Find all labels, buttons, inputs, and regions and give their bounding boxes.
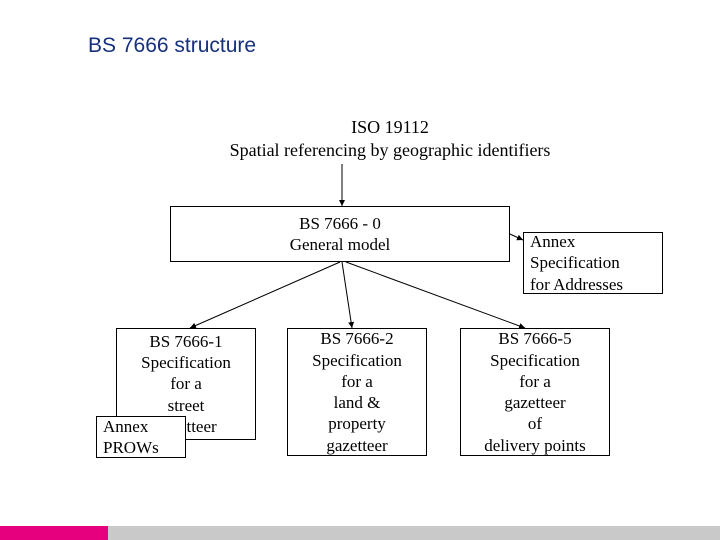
node-bs7666-5: BS 7666-5 Specification for a gazetteer … [460,328,610,456]
p1-line3: for a [170,373,202,394]
footer-bar [108,526,720,540]
node-annex-prows: Annex PROWs [96,416,186,458]
node-annex-addr-line2: Specification [530,252,620,273]
arrow-general-to-p5 [346,262,525,328]
node-annex-addresses: Annex Specification for Addresses [523,232,663,294]
p5-line3: for a [519,371,551,392]
node-annex-addr-line3: for Addresses [530,274,623,295]
slide-title: BS 7666 structure [88,34,256,58]
p1-annex-line2: PROWs [103,437,159,458]
node-general-model: BS 7666 - 0 General model [170,206,510,262]
p5-line2: Specification [490,350,580,371]
p2-line3: for a [341,371,373,392]
p1-annex-line1: Annex [103,416,148,437]
p5-line6: delivery points [484,435,586,456]
node-annex-addr-line1: Annex [530,231,575,252]
p2-line6: gazetteer [326,435,387,456]
arrow-general-to-p1 [190,262,340,328]
footer-accent-bar [0,526,108,540]
p5-line4: gazetteer [504,392,565,413]
p5-line5: of [528,413,542,434]
p2-line1: BS 7666-2 [320,328,393,349]
arrow-general-to-annex [510,234,523,240]
p2-line4: land & [334,392,381,413]
iso-line1: ISO 19112 [200,116,580,139]
node-general-line2: General model [290,234,391,255]
iso-line2: Spatial referencing by geographic identi… [200,139,580,162]
p1-line2: Specification [141,352,231,373]
p1-line1: BS 7666-1 [149,331,222,352]
p2-line5: property [328,413,386,434]
p5-line1: BS 7666-5 [498,328,571,349]
arrow-general-to-p2 [342,262,352,328]
iso-heading: ISO 19112 Spatial referencing by geograp… [200,116,580,161]
node-bs7666-2: BS 7666-2 Specification for a land & pro… [287,328,427,456]
p1-line4: street [168,395,205,416]
node-general-line1: BS 7666 - 0 [299,213,381,234]
p2-line2: Specification [312,350,402,371]
